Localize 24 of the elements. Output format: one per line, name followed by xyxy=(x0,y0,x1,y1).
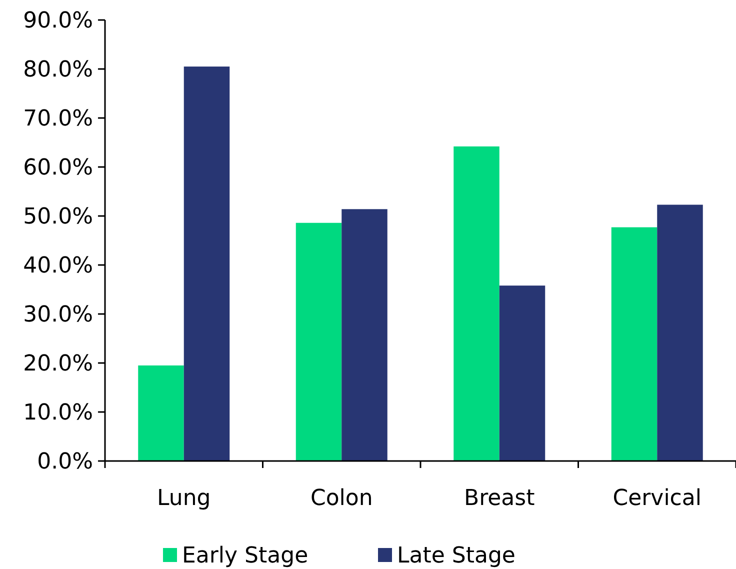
x-tick-label: Lung xyxy=(157,486,211,511)
bar xyxy=(184,66,230,461)
y-tick-label: 60.0% xyxy=(23,156,93,181)
x-tick-label: Colon xyxy=(310,486,373,511)
y-tick-label: 90.0% xyxy=(23,8,93,34)
y-tick-label: 10.0% xyxy=(23,400,93,426)
x-tick-label: Cervical xyxy=(612,486,702,511)
y-tick-label: 40.0% xyxy=(23,254,93,279)
y-tick-label: 30.0% xyxy=(23,302,93,328)
bar xyxy=(454,146,500,461)
bar xyxy=(296,222,342,461)
legend-label: Late Stage xyxy=(397,544,516,569)
x-tick-label: Breast xyxy=(464,486,536,511)
y-tick-label: 50.0% xyxy=(23,204,93,230)
bar xyxy=(342,209,388,461)
bar xyxy=(611,227,658,461)
y-tick-label: 0.0% xyxy=(37,450,93,475)
bar xyxy=(657,204,703,461)
y-tick-label: 80.0% xyxy=(23,58,93,83)
legend-label: Early Stage xyxy=(182,544,308,569)
bar xyxy=(138,365,184,461)
y-tick-label: 20.0% xyxy=(23,352,93,377)
bar xyxy=(499,286,546,461)
y-tick-label: 70.0% xyxy=(23,106,93,132)
